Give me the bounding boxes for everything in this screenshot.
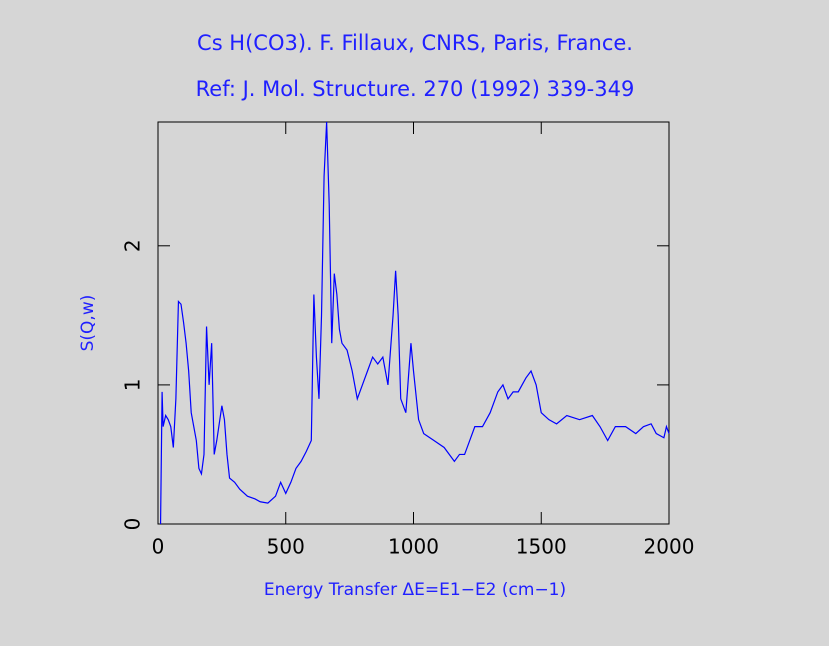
- x-tick-label: 0: [152, 535, 165, 559]
- chart-subtitle: Ref: J. Mol. Structure. 270 (1992) 339-3…: [196, 77, 635, 101]
- y-tick-label: 1: [121, 379, 145, 392]
- y-tick-label: 0: [121, 518, 145, 531]
- x-tick-label: 1000: [388, 535, 439, 559]
- x-tick-label: 1500: [516, 535, 567, 559]
- chart-title: Cs H(CO3). F. Fillaux, CNRS, Paris, Fran…: [197, 31, 633, 55]
- x-axis-label: Energy Transfer ΔE=E1−E2 (cm−1): [264, 580, 566, 600]
- y-tick-label: 2: [121, 239, 145, 252]
- x-tick-label: 2000: [644, 535, 695, 559]
- y-axis-label: S(Q,w): [78, 295, 98, 352]
- plot-frame: [157, 121, 670, 525]
- x-tick-label: 500: [267, 535, 305, 559]
- data-line: [159, 121, 670, 525]
